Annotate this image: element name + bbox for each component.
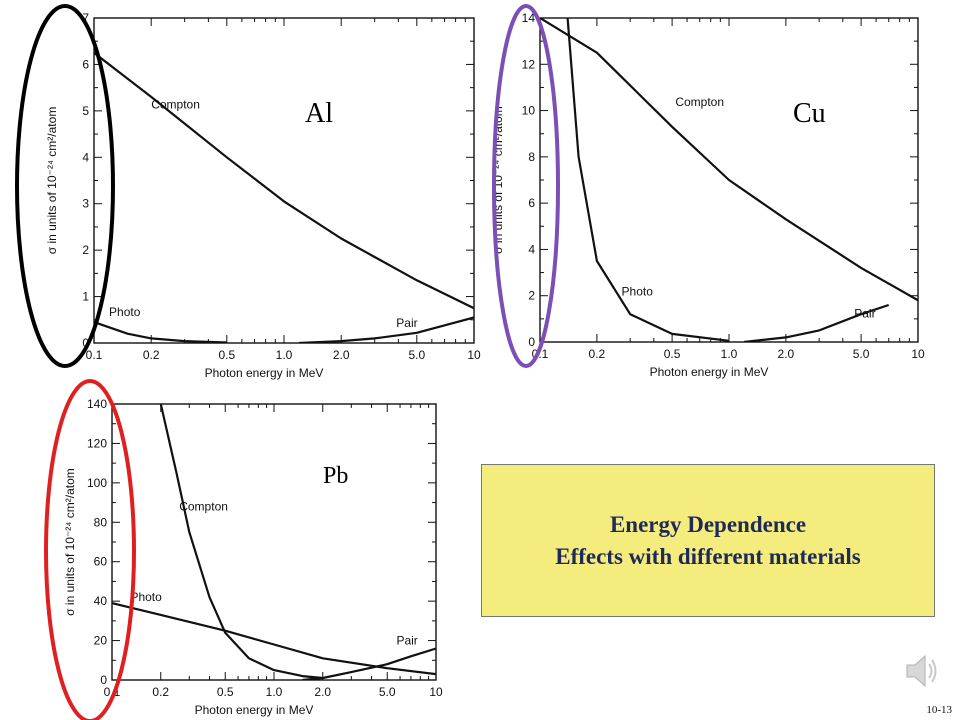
x-tick-label-al: 0.5	[218, 348, 235, 362]
y-tick-label-pb: 80	[94, 515, 108, 529]
x-tick-label-pb: 1.0	[266, 685, 283, 699]
element-label-al: Al	[305, 98, 333, 129]
x-tick-label-pb: 0.2	[152, 685, 169, 699]
callout-subtitle: Effects with different materials	[555, 543, 861, 569]
x-axis-label-cu: Photon energy in MeV	[650, 365, 769, 379]
speaker-icon[interactable]	[903, 650, 943, 692]
compton-series-label-cu: Compton	[675, 95, 724, 109]
y-tick-label-cu: 2	[528, 289, 535, 303]
y-tick-label-cu: 12	[522, 57, 536, 71]
y-tick-label-al: 5	[82, 104, 89, 118]
x-tick-label-pb: 5.0	[379, 685, 396, 699]
x-tick-label-cu: 0.5	[664, 347, 681, 361]
photo-series-line-pb	[159, 404, 323, 680]
y-tick-label-al: 6	[82, 57, 89, 71]
y-tick-label-pb: 0	[100, 673, 107, 687]
y-axis-label-al: σ in units of 10⁻²⁴ cm²/atom	[45, 107, 59, 255]
y-tick-label-al: 2	[82, 243, 89, 257]
compton-series-line-pb	[112, 602, 436, 676]
pair-series-label-al: Pair	[396, 316, 417, 330]
photo-series-label-al: Photo	[109, 305, 141, 319]
compton-series-label-al: Compton	[151, 98, 200, 112]
chart-pb: 0.1 0.2 0.5 1.0 2.0 5.0 10020406080100120140Ph…	[63, 397, 443, 717]
y-tick-label-pb: 140	[87, 397, 107, 411]
y-tick-label-pb: 40	[94, 594, 108, 608]
pair-series-line-cu	[743, 303, 890, 342]
x-tick-label-cu: 5.0	[853, 347, 870, 361]
y-tick-label-cu: 10	[522, 104, 536, 118]
compton-series-line-cu	[540, 18, 918, 302]
photo-series-line-al	[94, 321, 227, 343]
chart-al: 0.1 0.2 0.5 1.0 2.0 5.0 10 0 1 2 3 4 5 6 7 Photon energ…	[45, 11, 481, 380]
x-tick-label-al: 5.0	[408, 348, 425, 362]
x-tick-label-cu: 2.0	[778, 347, 795, 361]
compton-series-line-al	[94, 51, 474, 310]
callout-title: Energy Dependence	[609, 512, 807, 538]
y-tick-label-al: 3	[82, 197, 89, 211]
element-label-cu: Cu	[793, 98, 826, 129]
photo-series-label-cu: Photo	[622, 285, 654, 299]
y-tick-label-pb: 100	[87, 476, 107, 490]
x-tick-label-cu: 10	[911, 347, 925, 361]
y-tick-label-cu: 8	[528, 150, 535, 164]
x-tick-label-al: 1.0	[276, 348, 293, 362]
pair-series-label-cu: Pair	[854, 307, 875, 321]
y-tick-label-pb: 120	[87, 436, 107, 450]
plot-frame-pb	[111, 403, 437, 681]
y-tick-label-cu: 4	[528, 242, 535, 256]
slide-number: 10-13	[926, 704, 952, 716]
x-tick-label-cu: 0.2	[589, 347, 606, 361]
y-tick-label-al: 0	[82, 336, 89, 350]
x-tick-label-pb: 2.0	[314, 685, 331, 699]
al-axis-highlight	[15, 4, 115, 368]
plot-frame-al	[93, 17, 475, 344]
x-axis-label-pb: Photon energy in MeV	[195, 703, 314, 717]
y-tick-label-al: 7	[82, 11, 89, 25]
pair-series-line-al	[298, 316, 474, 343]
pair-series-label-pb: Pair	[396, 634, 417, 648]
x-tick-label-al: 10	[467, 348, 481, 362]
y-tick-label-cu: 0	[528, 335, 535, 349]
x-tick-label-cu: 1.0	[721, 347, 738, 361]
x-tick-label-al: 0.2	[143, 348, 160, 362]
cu-axis-highlight	[492, 4, 560, 368]
y-tick-label-pb: 60	[94, 555, 108, 569]
element-label-pb: Pb	[323, 463, 348, 489]
x-tick-label-pb: 10	[429, 685, 443, 699]
pb-axis-highlight	[44, 379, 136, 720]
y-tick-label-al: 1	[82, 290, 89, 304]
y-tick-label-cu: 14	[522, 11, 536, 25]
pair-series-line-pb	[302, 647, 436, 680]
x-tick-label-al: 0.1	[86, 348, 103, 362]
x-axis-label-al: Photon energy in MeV	[205, 366, 324, 380]
energy-dependence-callout: Energy Dependence Effects with different…	[481, 464, 935, 617]
y-tick-label-pb: 20	[94, 634, 108, 648]
x-tick-label-pb: 0.5	[217, 685, 234, 699]
photo-series-line-cu	[566, 18, 730, 342]
y-tick-label-cu: 6	[528, 196, 535, 210]
photo-series-label-pb: Photo	[130, 590, 162, 604]
compton-series-label-pb: Compton	[179, 499, 228, 513]
x-tick-label-al: 2.0	[333, 348, 350, 362]
y-axis-label-pb: σ in units of 10⁻²⁴ cm²/atom	[63, 468, 77, 616]
y-tick-label-al: 4	[82, 150, 89, 164]
